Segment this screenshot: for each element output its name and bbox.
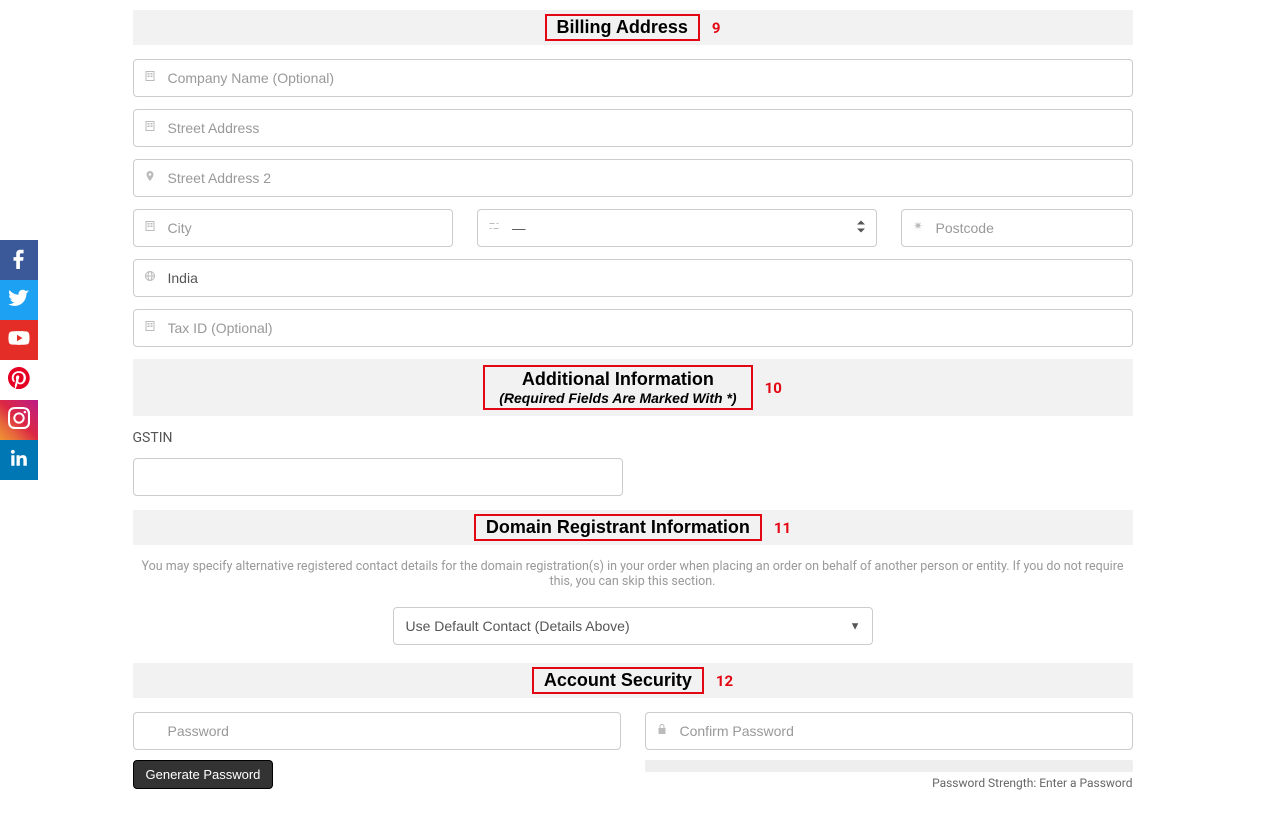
domain-reg-title: Domain Registrant Information [486, 517, 750, 538]
billing-annotation-num: 9 [712, 19, 721, 37]
tax-id-input[interactable] [133, 309, 1133, 347]
twitter-link[interactable] [0, 280, 38, 320]
instagram-link[interactable] [0, 400, 38, 440]
linkedin-link[interactable] [0, 440, 38, 480]
password-strength-text: Password Strength: Enter a Password [645, 776, 1133, 790]
contact-select[interactable]: Use Default Contact (Details Above) [393, 607, 873, 645]
additional-title: Additional Information [522, 369, 714, 390]
twitter-icon [8, 287, 30, 313]
pinterest-link[interactable] [0, 360, 38, 400]
password-strength-bar [645, 760, 1133, 772]
domain-reg-annotation-num: 11 [774, 519, 791, 537]
security-title: Account Security [544, 670, 692, 691]
street-address-input[interactable] [133, 109, 1133, 147]
social-sidebar [0, 240, 38, 480]
country-input[interactable] [133, 259, 1133, 297]
security-section-header: Account Security 12 [133, 663, 1133, 698]
youtube-link[interactable] [0, 320, 38, 360]
form-page: Billing Address 9 [133, 0, 1133, 820]
linkedin-icon [8, 447, 30, 473]
pinterest-icon [8, 367, 30, 393]
domain-reg-helper: You may specify alternative registered c… [133, 559, 1133, 589]
domain-reg-section-header: Domain Registrant Information 11 [133, 510, 1133, 545]
youtube-icon [8, 327, 30, 353]
generate-password-button[interactable]: Generate Password [133, 760, 274, 789]
company-name-input[interactable] [133, 59, 1133, 97]
facebook-icon [8, 247, 30, 273]
city-input[interactable] [133, 209, 453, 247]
postcode-input[interactable] [901, 209, 1133, 247]
street-address-2-input[interactable] [133, 159, 1133, 197]
additional-section-header: Additional Information (Required Fields … [133, 359, 1133, 416]
facebook-link[interactable] [0, 240, 38, 280]
billing-title: Billing Address [557, 17, 688, 38]
additional-annotation-num: 10 [765, 379, 782, 397]
instagram-icon [8, 407, 30, 433]
state-select[interactable]: — [477, 209, 877, 247]
security-annotation-num: 12 [716, 672, 733, 690]
gstin-label: GSTIN [133, 430, 623, 446]
gstin-input[interactable] [133, 458, 623, 496]
billing-section-header: Billing Address 9 [133, 10, 1133, 45]
additional-subtitle: (Required Fields Are Marked With *) [499, 390, 736, 406]
